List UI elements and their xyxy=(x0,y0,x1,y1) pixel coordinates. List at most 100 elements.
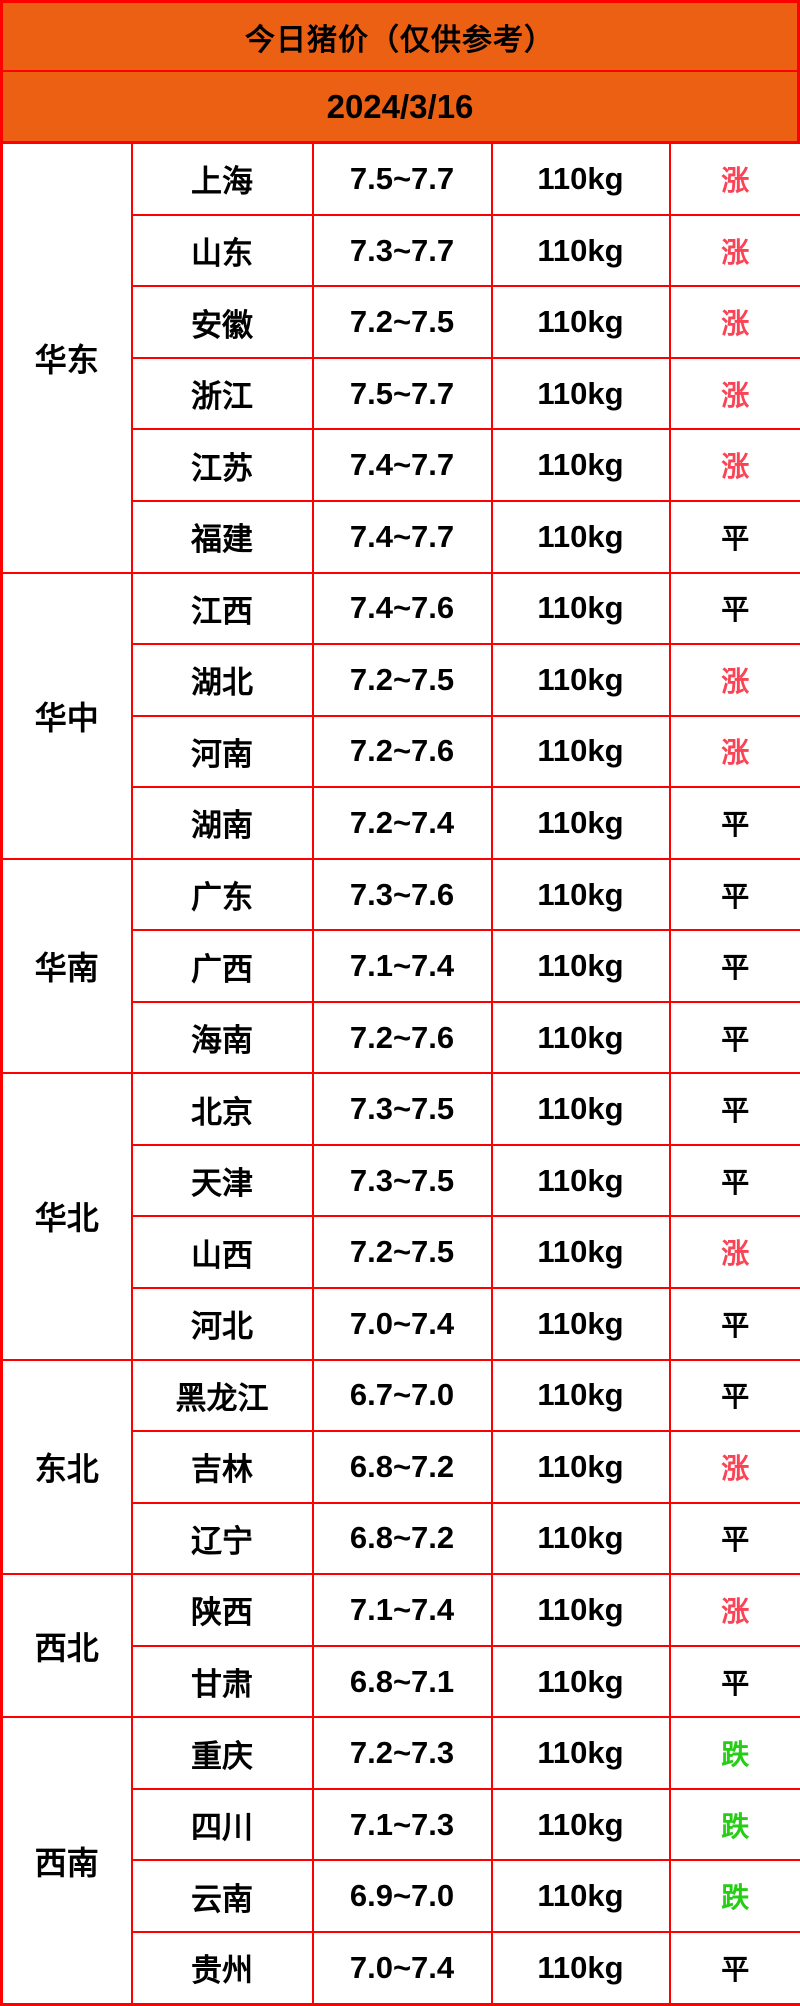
weight-cell: 110kg xyxy=(490,1859,671,1933)
price-cell: 6.8~7.2 xyxy=(311,1501,493,1576)
status-cell: 平 xyxy=(668,1000,800,1075)
city-cell: 吉林 xyxy=(130,1430,314,1504)
city-cell: 山东 xyxy=(130,213,314,288)
price-cell: 7.1~7.4 xyxy=(311,929,493,1003)
weight-cell: 110kg xyxy=(490,500,671,574)
price-cell: 7.4~7.7 xyxy=(311,428,493,502)
city-cell: 辽宁 xyxy=(130,1501,314,1576)
status-cell: 平 xyxy=(668,1644,800,1719)
weight-cell: 110kg xyxy=(490,1644,671,1719)
city-cell: 湖北 xyxy=(130,643,314,717)
price-cell: 7.3~7.5 xyxy=(311,1072,493,1146)
weight-cell: 110kg xyxy=(490,1287,671,1361)
city-cell: 云南 xyxy=(130,1859,314,1933)
weight-cell: 110kg xyxy=(490,786,671,860)
price-cell: 6.8~7.2 xyxy=(311,1430,493,1504)
status-cell: 平 xyxy=(668,786,800,860)
weight-cell: 110kg xyxy=(490,929,671,1003)
status-cell: 平 xyxy=(668,1072,800,1146)
page-title: 今日猪价（仅供参考） xyxy=(0,0,800,72)
price-cell: 7.2~7.6 xyxy=(311,714,493,789)
region-cell: 西北 xyxy=(0,1573,133,1719)
weight-cell: 110kg xyxy=(490,356,671,431)
price-cell: 7.3~7.6 xyxy=(311,857,493,932)
price-cell: 7.2~7.5 xyxy=(311,285,493,359)
table-row: 华北 北京 7.3~7.5 110kg 平 xyxy=(0,1072,800,1361)
status-cell: 平 xyxy=(668,1143,800,1218)
price-cell: 6.9~7.0 xyxy=(311,1859,493,1933)
weight-cell: 110kg xyxy=(490,1143,671,1218)
region-cell: 西南 xyxy=(0,1716,133,2006)
price-cell: 7.4~7.7 xyxy=(311,500,493,574)
city-cell: 贵州 xyxy=(130,1930,314,2006)
weight-cell: 110kg xyxy=(490,1000,671,1075)
city-cell: 河北 xyxy=(130,1287,314,1361)
price-cell: 7.2~7.4 xyxy=(311,786,493,860)
status-cell: 平 xyxy=(668,1358,800,1433)
region-cell: 华中 xyxy=(0,571,133,860)
table-row: 华南 广东 7.3~7.6 110kg 平 xyxy=(0,857,800,1075)
table-row: 东北 黑龙江 6.7~7.0 110kg 平 xyxy=(0,1358,800,1576)
city-cell: 黑龙江 xyxy=(130,1358,314,1433)
table-row: 浙江 7.5~7.7 110kg 涨 xyxy=(2,356,800,431)
city-cell: 江苏 xyxy=(130,428,314,502)
city-cell: 重庆 xyxy=(130,1716,314,1790)
table-row: 西北 陕西 7.1~7.4 110kg 涨 xyxy=(0,1573,800,1719)
weight-cell: 110kg xyxy=(490,1215,671,1290)
city-cell: 浙江 xyxy=(130,356,314,431)
city-cell: 山西 xyxy=(130,1215,314,1290)
table-row: 西南 重庆 7.2~7.3 110kg 跌 xyxy=(0,1716,800,2006)
city-cell: 安徽 xyxy=(130,285,314,359)
weight-cell: 110kg xyxy=(490,1930,671,2006)
table-row: 天津 7.3~7.5 110kg 平 xyxy=(2,1143,800,1218)
price-cell: 6.8~7.1 xyxy=(311,1644,493,1719)
table-row: 湖南 7.2~7.4 110kg 平 xyxy=(2,786,800,860)
status-cell: 涨 xyxy=(668,356,800,431)
city-cell: 广东 xyxy=(130,857,314,932)
status-cell: 涨 xyxy=(668,141,800,216)
price-cell: 7.1~7.4 xyxy=(311,1573,493,1647)
status-cell: 涨 xyxy=(668,1573,800,1647)
price-cell: 7.0~7.4 xyxy=(311,1930,493,2006)
status-cell: 平 xyxy=(668,1287,800,1361)
status-cell: 跌 xyxy=(668,1787,800,1862)
status-cell: 平 xyxy=(668,857,800,932)
weight-cell: 110kg xyxy=(490,571,671,646)
status-cell: 涨 xyxy=(668,1430,800,1504)
table-row: 吉林 6.8~7.2 110kg 涨 xyxy=(2,1430,800,1504)
status-cell: 涨 xyxy=(668,714,800,789)
price-table-body: 华东 上海 7.5~7.7 110kg 涨山东 7.3~7.7 110kg 涨安徽 7.2~7.… xyxy=(0,141,800,2006)
region-cell: 华东 xyxy=(0,141,133,574)
price-cell: 7.2~7.3 xyxy=(311,1716,493,1790)
price-cell: 6.7~7.0 xyxy=(311,1358,493,1433)
weight-cell: 110kg xyxy=(490,1358,671,1433)
table-row: 四川 7.1~7.3 110kg 跌 xyxy=(2,1787,800,1862)
city-cell: 海南 xyxy=(130,1000,314,1075)
city-cell: 湖南 xyxy=(130,786,314,860)
status-cell: 平 xyxy=(668,1501,800,1576)
table-row: 甘肃 6.8~7.1 110kg 平 xyxy=(2,1644,800,1719)
table-row: 华中 江西 7.4~7.6 110kg 平 xyxy=(0,571,800,860)
table-row: 山西 7.2~7.5 110kg 涨 xyxy=(2,1215,800,1290)
weight-cell: 110kg xyxy=(490,1573,671,1647)
status-cell: 涨 xyxy=(668,643,800,717)
price-cell: 7.2~7.6 xyxy=(311,1000,493,1075)
table-row: 河南 7.2~7.6 110kg 涨 xyxy=(2,714,800,789)
status-cell: 涨 xyxy=(668,428,800,502)
date-label: 2024/3/16 xyxy=(0,72,800,141)
table-row: 华东 上海 7.5~7.7 110kg 涨 xyxy=(0,141,800,574)
table-row: 江苏 7.4~7.7 110kg 涨 xyxy=(2,428,800,502)
weight-cell: 110kg xyxy=(490,1716,671,1790)
price-cell: 7.2~7.5 xyxy=(311,1215,493,1290)
status-cell: 涨 xyxy=(668,213,800,288)
city-cell: 河南 xyxy=(130,714,314,789)
city-cell: 甘肃 xyxy=(130,1644,314,1719)
price-cell: 7.0~7.4 xyxy=(311,1287,493,1361)
table-row: 山东 7.3~7.7 110kg 涨 xyxy=(2,213,800,288)
weight-cell: 110kg xyxy=(490,141,671,216)
price-cell: 7.3~7.7 xyxy=(311,213,493,288)
weight-cell: 110kg xyxy=(490,285,671,359)
city-cell: 四川 xyxy=(130,1787,314,1862)
weight-cell: 110kg xyxy=(490,643,671,717)
